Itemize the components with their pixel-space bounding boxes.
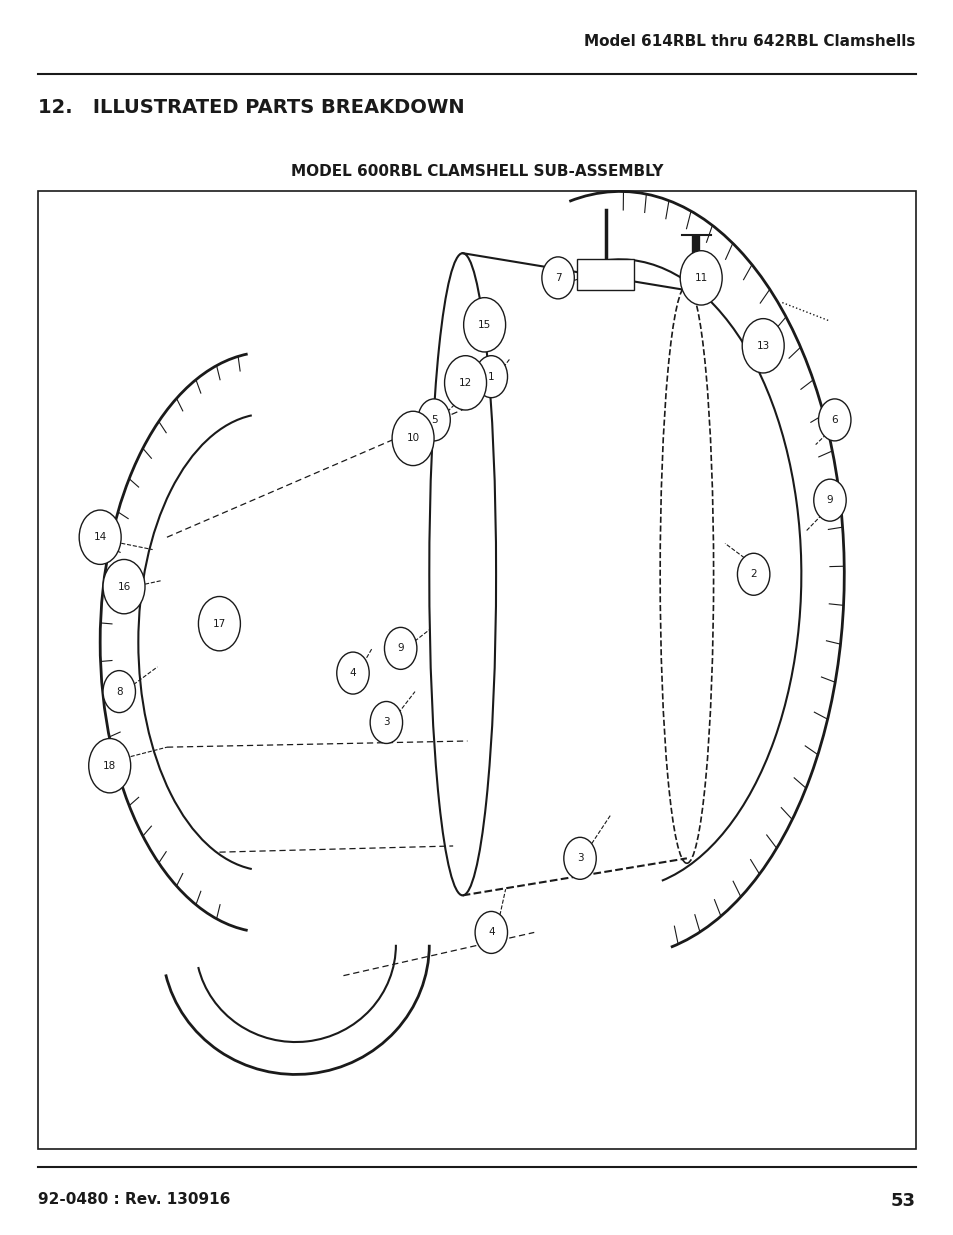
- Circle shape: [417, 399, 450, 441]
- Circle shape: [563, 837, 596, 879]
- Text: 1: 1: [488, 372, 494, 382]
- Text: 7: 7: [555, 273, 560, 283]
- Text: 92-0480 : Rev. 130916: 92-0480 : Rev. 130916: [38, 1192, 231, 1207]
- Circle shape: [103, 559, 145, 614]
- Text: 2: 2: [750, 569, 756, 579]
- Bar: [577, 259, 634, 290]
- Text: 13: 13: [756, 341, 769, 351]
- Text: 3: 3: [577, 853, 582, 863]
- Text: 4: 4: [488, 927, 494, 937]
- Text: 9: 9: [397, 643, 403, 653]
- Circle shape: [444, 356, 486, 410]
- Text: 15: 15: [477, 320, 491, 330]
- Text: 8: 8: [116, 687, 122, 697]
- Text: 53: 53: [890, 1192, 915, 1210]
- Text: Model 614RBL thru 642RBL Clamshells: Model 614RBL thru 642RBL Clamshells: [584, 35, 915, 49]
- Text: 10: 10: [406, 433, 419, 443]
- Text: 18: 18: [103, 761, 116, 771]
- Text: 5: 5: [431, 415, 436, 425]
- Text: 12.   ILLUSTRATED PARTS BREAKDOWN: 12. ILLUSTRATED PARTS BREAKDOWN: [38, 99, 464, 117]
- Circle shape: [336, 652, 369, 694]
- Circle shape: [370, 701, 402, 743]
- Text: 16: 16: [117, 582, 131, 592]
- Text: 4: 4: [350, 668, 355, 678]
- Circle shape: [384, 627, 416, 669]
- Circle shape: [475, 911, 507, 953]
- Text: 9: 9: [826, 495, 832, 505]
- Circle shape: [813, 479, 845, 521]
- Circle shape: [475, 356, 507, 398]
- Circle shape: [737, 553, 769, 595]
- Text: 3: 3: [383, 718, 389, 727]
- Text: 6: 6: [831, 415, 837, 425]
- Text: 11: 11: [694, 273, 707, 283]
- Ellipse shape: [429, 253, 496, 895]
- Circle shape: [103, 671, 135, 713]
- Text: 12: 12: [458, 378, 472, 388]
- Circle shape: [79, 510, 121, 564]
- Bar: [38, 191, 915, 1149]
- Circle shape: [198, 597, 240, 651]
- Text: 14: 14: [93, 532, 107, 542]
- Circle shape: [818, 399, 850, 441]
- Circle shape: [541, 257, 574, 299]
- Text: 17: 17: [213, 619, 226, 629]
- Circle shape: [89, 739, 131, 793]
- Circle shape: [679, 251, 721, 305]
- Ellipse shape: [659, 285, 713, 863]
- Text: MODEL 600RBL CLAMSHELL SUB-ASSEMBLY: MODEL 600RBL CLAMSHELL SUB-ASSEMBLY: [291, 164, 662, 179]
- Circle shape: [463, 298, 505, 352]
- Circle shape: [741, 319, 783, 373]
- Circle shape: [392, 411, 434, 466]
